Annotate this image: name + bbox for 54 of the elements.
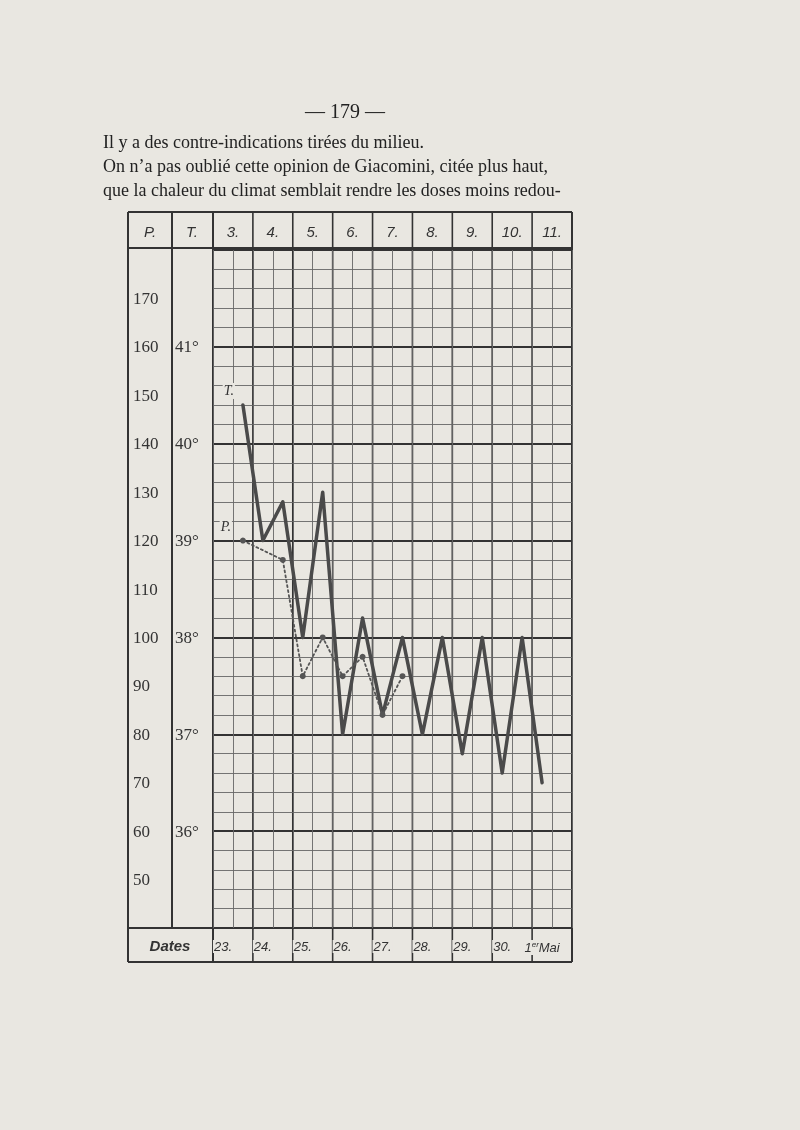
text: 4.: [266, 222, 280, 240]
x-axis-title: Dates: [149, 936, 191, 954]
y2-tick-label: 37°: [175, 724, 199, 744]
y-tick-label: 50: [133, 870, 150, 890]
text: 8.: [426, 222, 439, 240]
x-tick-label: 29.: [452, 939, 472, 954]
x-tick-label: 26.: [332, 939, 352, 954]
point: [319, 634, 326, 641]
text: 5.: [306, 222, 319, 240]
text: 11.: [542, 222, 562, 240]
y2-tick-label: 39°: [175, 531, 199, 551]
y-tick-label: 160: [133, 337, 159, 357]
x-tick-label: 27.: [372, 939, 392, 954]
text: On n’a pas oublié cette opinion de Giacomini, citée plus haut,: [103, 156, 548, 176]
y2-tick-label: 38°: [175, 627, 199, 647]
point: [359, 653, 366, 660]
series-label: P.: [219, 519, 231, 535]
series-label: T.: [223, 383, 234, 399]
text: 6.: [346, 222, 359, 240]
y-tick-label: 70: [133, 773, 150, 793]
y-tick-label: 90: [133, 676, 150, 696]
y-tick-label: 120: [133, 531, 159, 551]
y-tick-label: 130: [133, 482, 159, 502]
y2-axis-title: T.: [186, 222, 198, 240]
chart-title: — 179 —: [304, 100, 386, 122]
y2-tick-label: 36°: [175, 821, 199, 841]
text: que la chaleur du climat semblait rendre les doses moins redou-: [103, 180, 561, 200]
y-tick-label: 110: [133, 579, 158, 599]
y-axis-title: P.: [143, 222, 157, 240]
x-tick-label: 23.: [212, 939, 233, 954]
point: [379, 711, 386, 718]
point: [339, 673, 346, 680]
text: Il y a des contre-indications tirées du milieu.: [103, 132, 424, 152]
y-tick-label: 60: [133, 821, 150, 841]
point: [399, 673, 406, 680]
x-tick-label: 24.: [252, 939, 272, 954]
point: [279, 556, 286, 563]
y-tick-label: 150: [133, 385, 159, 405]
x-tick-label: 30.: [493, 939, 512, 954]
y-tick-label: 100: [133, 627, 159, 647]
text: 7.: [386, 222, 399, 240]
y2-tick-label: 41°: [175, 337, 199, 357]
text: 9.: [466, 222, 479, 240]
y-tick-label: 140: [133, 434, 159, 454]
line-series: [241, 403, 544, 785]
text: 10.: [501, 222, 523, 240]
point: [299, 673, 306, 680]
x-tick-label: 25.: [292, 939, 312, 954]
point: [239, 537, 246, 544]
y-tick-label: 80: [133, 724, 150, 744]
x-tick-label: 28.: [412, 939, 432, 954]
y-tick-label: 170: [133, 288, 159, 308]
y2-tick-label: 40°: [175, 434, 199, 454]
text: 3.: [226, 222, 240, 240]
